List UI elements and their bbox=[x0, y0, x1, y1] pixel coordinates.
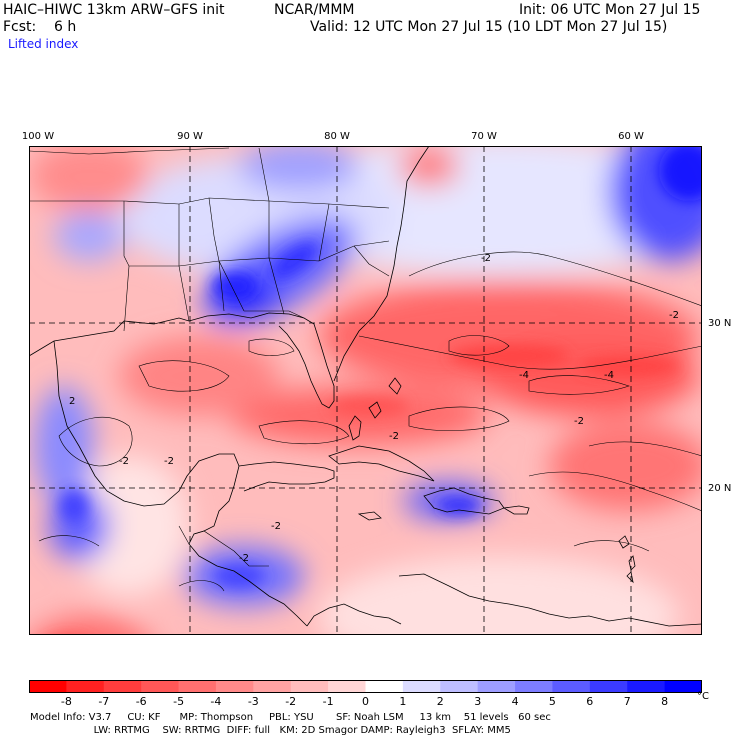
contour-label: -2 bbox=[239, 553, 249, 564]
field-shading bbox=[29, 146, 702, 635]
colorbar-swatch bbox=[290, 680, 329, 693]
lon-label-60w: 60 W bbox=[618, 131, 644, 142]
colorbar-label: 7 bbox=[623, 695, 631, 708]
colorbar-label: -5 bbox=[173, 695, 185, 708]
contour-label: -2 bbox=[271, 521, 281, 532]
lon-label-100w: 100 W bbox=[21, 131, 55, 142]
contour-label: -2 bbox=[164, 456, 174, 467]
colorbar-swatch bbox=[402, 680, 441, 693]
contour-label: -2 bbox=[389, 431, 399, 442]
colorbar-swatch bbox=[178, 680, 217, 693]
colorbar bbox=[29, 680, 702, 693]
lifted-index-map: -2 -2 -2 -2 -2 -2 -2 -2 -4 -4 2 bbox=[29, 146, 702, 635]
colorbar-swatch bbox=[141, 680, 180, 693]
model-title: HAIC–HIWC 13km ARW–GFS init bbox=[3, 2, 225, 18]
colorbar-label: 2 bbox=[436, 695, 444, 708]
colorbar-swatch bbox=[664, 680, 702, 693]
colorbar-swatch bbox=[328, 680, 366, 693]
org-label: NCAR/MMM bbox=[274, 2, 355, 18]
colorbar-swatch bbox=[66, 680, 105, 693]
colorbar-swatch bbox=[365, 680, 404, 693]
colorbar-swatch bbox=[589, 680, 628, 693]
colorbar-frame bbox=[29, 680, 702, 693]
colorbar-label: -6 bbox=[135, 695, 147, 708]
colorbar-label: 8 bbox=[661, 695, 669, 708]
colorbar-label: 6 bbox=[586, 695, 594, 708]
colorbar-swatch bbox=[515, 680, 553, 693]
colorbar-label: 3 bbox=[474, 695, 482, 708]
lat-label-20n: 20 N bbox=[708, 483, 732, 494]
colorbar-label: -2 bbox=[285, 695, 297, 708]
colorbar-label: 0 bbox=[362, 695, 369, 708]
contour-label: -2 bbox=[574, 416, 584, 427]
init-time: Init: 06 UTC Mon 27 Jul 15 bbox=[519, 2, 701, 18]
contour-label: -4 bbox=[604, 370, 614, 381]
colorbar-unit: °C bbox=[697, 691, 709, 702]
lat-label-30n: 30 N bbox=[708, 318, 732, 329]
colorbar-label: 5 bbox=[548, 695, 556, 708]
contour-label: -4 bbox=[519, 370, 529, 381]
contour-label: -2 bbox=[119, 456, 129, 467]
coastlines bbox=[29, 146, 702, 627]
lon-label-90w: 90 W bbox=[177, 131, 203, 142]
model-info-line1: Model Info: V3.7 CU: KF MP: Thompson PBL… bbox=[30, 712, 551, 723]
colorbar-label: -1 bbox=[322, 695, 334, 708]
colorbar-swatch bbox=[103, 680, 142, 693]
political-borders bbox=[29, 147, 390, 567]
field-name: Lifted index bbox=[8, 37, 79, 51]
map-frame bbox=[29, 146, 702, 635]
colorbar-swatch bbox=[253, 680, 292, 693]
colorbar-swatch bbox=[477, 680, 516, 693]
lon-label-70w: 70 W bbox=[471, 131, 497, 142]
contour-label: -2 bbox=[481, 253, 491, 264]
colorbar-swatch bbox=[552, 680, 591, 693]
valid-time: Valid: 12 UTC Mon 27 Jul 15 (10 LDT Mon … bbox=[310, 19, 668, 35]
contour-label: 2 bbox=[69, 396, 75, 407]
contour-lines bbox=[38, 251, 702, 592]
colorbar-swatch bbox=[29, 680, 67, 693]
contour-label: -2 bbox=[669, 310, 679, 321]
forecast-hour: Fcst: 6 h bbox=[3, 19, 77, 35]
colorbar-label: -8 bbox=[60, 695, 72, 708]
lon-label-80w: 80 W bbox=[324, 131, 350, 142]
model-info-line2: LW: RRTMG SW: RRTMG DIFF: full KM: 2D Sm… bbox=[30, 725, 511, 736]
field-detail bbox=[60, 146, 702, 588]
lat-lon-grid bbox=[29, 146, 702, 635]
colorbar-swatch bbox=[627, 680, 666, 693]
colorbar-swatch bbox=[440, 680, 479, 693]
colorbar-label: -7 bbox=[98, 695, 110, 708]
colorbar-label: 4 bbox=[511, 695, 519, 708]
colorbar-swatch bbox=[215, 680, 254, 693]
colorbar-label: -3 bbox=[247, 695, 259, 708]
colorbar-label: -4 bbox=[210, 695, 222, 708]
contour-label-group: -2 -2 -2 -2 -2 -2 -2 -2 -4 -4 2 bbox=[69, 253, 679, 564]
colorbar-label: 1 bbox=[399, 695, 407, 708]
